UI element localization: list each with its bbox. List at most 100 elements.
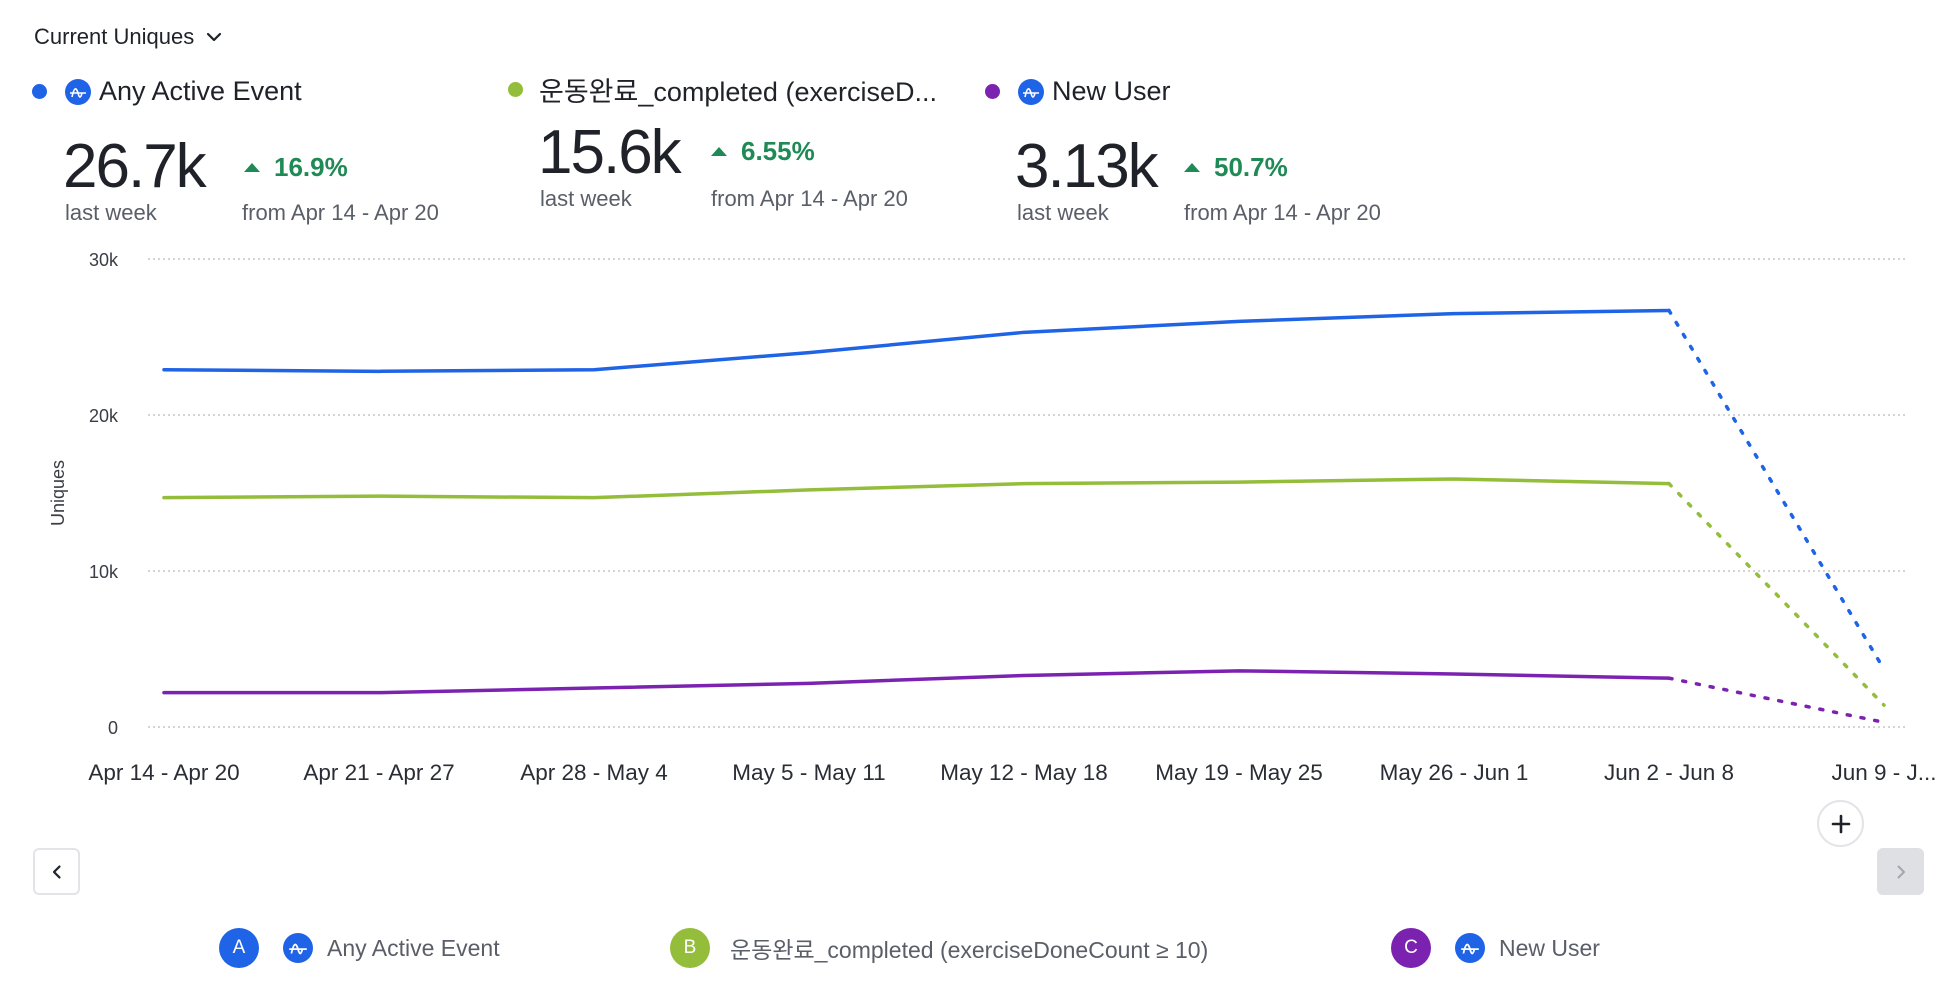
series-line[interactable]	[162, 308, 1671, 374]
data-point[interactable]	[1018, 478, 1030, 490]
data-point[interactable]	[1233, 665, 1245, 677]
series-letter-badge: A	[219, 928, 259, 968]
y-tick-label: 30k	[89, 250, 119, 270]
summary-value: 3.13k	[1015, 132, 1159, 201]
x-tick-label: May 5 - May 11	[732, 760, 885, 785]
data-point[interactable]	[1233, 315, 1245, 327]
data-point[interactable]	[158, 492, 170, 504]
data-point[interactable]	[1018, 326, 1030, 338]
metric-selector-label: Current Uniques	[34, 24, 195, 49]
data-point[interactable]	[1663, 478, 1675, 490]
chevron-down-icon	[207, 32, 222, 42]
data-point[interactable]	[1448, 668, 1460, 680]
y-tick-label: 20k	[89, 406, 119, 426]
summary-delta-value: 16.9%	[274, 152, 348, 182]
data-point[interactable]	[588, 492, 600, 504]
summary-delta: 6.55%	[711, 136, 815, 167]
summary-label: 운동완료_completed (exerciseD...	[539, 77, 937, 107]
summary-value: 15.6k	[538, 118, 682, 187]
data-point[interactable]	[1878, 699, 1890, 711]
chevron-left-icon	[52, 864, 61, 879]
summary-delta: 16.9%	[244, 152, 348, 183]
series-line[interactable]	[162, 477, 1671, 500]
summary-delta-from: from Apr 14 - Apr 20	[711, 186, 908, 211]
plus-icon	[1831, 814, 1850, 833]
scroll-right-button[interactable]	[1877, 848, 1924, 895]
y-tick-label: 10k	[89, 562, 119, 582]
chevron-right-icon	[1897, 865, 1905, 878]
series-letter-badge: B	[670, 928, 710, 968]
data-point[interactable]	[803, 347, 815, 359]
bottom-legend-label: New User	[1499, 934, 1600, 961]
bottom-legend-item-a[interactable]: A Any Active Event	[219, 928, 500, 968]
amplitude-event-icon	[1018, 78, 1044, 105]
data-point[interactable]	[373, 687, 385, 699]
summary-period: last week	[65, 200, 157, 225]
summary-legend-c[interactable]: New User	[985, 76, 1445, 107]
summary-legend-a[interactable]: Any Active Event	[32, 76, 492, 107]
summary-card-a: Any Active Event 26.7k last week 16.9% f…	[32, 76, 492, 236]
metric-selector-dropdown[interactable]: Current Uniques	[34, 24, 224, 50]
data-point[interactable]	[1018, 670, 1030, 682]
data-point[interactable]	[158, 364, 170, 376]
series-2	[158, 473, 1890, 711]
summary-period: last week	[540, 186, 632, 211]
x-tick-labels: Apr 14 - Apr 20 Apr 21 - Apr 27 Apr 28 - M…	[88, 760, 1936, 785]
up-arrow-icon	[244, 163, 260, 172]
summary-delta: 50.7%	[1184, 152, 1288, 183]
data-point[interactable]	[803, 677, 815, 689]
bottom-legend-item-c[interactable]: C New User	[1391, 928, 1600, 968]
series-line[interactable]	[162, 669, 1671, 695]
bottom-legend-item-b[interactable]: B 운동완료_completed (exerciseDoneCount ≥ 10…	[670, 928, 1208, 968]
y-tick-label: 0	[108, 718, 118, 738]
x-tick-label: Jun 9 - J...	[1831, 760, 1936, 785]
y-axis-title: Uniques	[48, 460, 68, 526]
data-point[interactable]	[373, 365, 385, 377]
series-layer	[158, 304, 1890, 728]
data-point[interactable]	[158, 687, 170, 699]
data-point[interactable]	[1663, 672, 1675, 684]
summary-delta-value: 50.7%	[1214, 152, 1288, 182]
data-point[interactable]	[1663, 304, 1675, 316]
series-color-dot	[32, 84, 47, 99]
data-point[interactable]	[373, 490, 385, 502]
data-point[interactable]	[588, 364, 600, 376]
summary-delta-from: from Apr 14 - Apr 20	[242, 200, 439, 225]
add-annotation-button[interactable]	[1817, 800, 1864, 847]
x-tick-label: May 26 - Jun 1	[1380, 760, 1529, 785]
amplitude-event-icon	[1455, 933, 1485, 963]
scroll-left-button[interactable]	[33, 848, 80, 895]
data-point[interactable]	[1448, 308, 1460, 320]
summary-period: last week	[1017, 200, 1109, 225]
x-tick-label: May 19 - May 25	[1155, 760, 1323, 785]
data-point[interactable]	[1878, 663, 1890, 675]
amplitude-event-icon	[65, 78, 91, 105]
data-point[interactable]	[1878, 716, 1890, 728]
bottom-legend-label: 운동완료_completed (exerciseDoneCount ≥ 10)	[730, 937, 1209, 963]
x-tick-label: Jun 2 - Jun 8	[1604, 760, 1734, 785]
summary-legend-b[interactable]: 운동완료_completed (exerciseD...	[508, 70, 968, 109]
series-incomplete-line[interactable]	[1667, 676, 1886, 725]
x-tick-label: May 12 - May 18	[940, 760, 1108, 785]
summary-value: 26.7k	[63, 132, 207, 201]
summary-card-b: 운동완료_completed (exerciseD... 15.6k last …	[508, 70, 968, 230]
x-tick-label: Apr 21 - Apr 27	[303, 760, 454, 785]
up-arrow-icon	[711, 147, 727, 156]
series-color-dot	[508, 82, 523, 97]
series-incomplete-line[interactable]	[1667, 308, 1886, 672]
data-point[interactable]	[1233, 476, 1245, 488]
summary-card-c: New User 3.13k last week 50.7% from Apr …	[985, 76, 1445, 236]
summary-label: Any Active Event	[99, 76, 302, 106]
up-arrow-icon	[1184, 163, 1200, 172]
summary-label: New User	[1052, 76, 1171, 106]
series-incomplete-line[interactable]	[1667, 481, 1886, 707]
data-point[interactable]	[588, 682, 600, 694]
data-point[interactable]	[1448, 473, 1460, 485]
summary-delta-from: from Apr 14 - Apr 20	[1184, 200, 1381, 225]
summary-delta-value: 6.55%	[741, 136, 815, 166]
bottom-legend-label: Any Active Event	[327, 934, 500, 961]
series-1	[158, 304, 1890, 675]
series-letter-badge: C	[1391, 928, 1431, 968]
y-tick-labels: 0 10k 20k 30k	[89, 250, 119, 738]
data-point[interactable]	[803, 484, 815, 496]
